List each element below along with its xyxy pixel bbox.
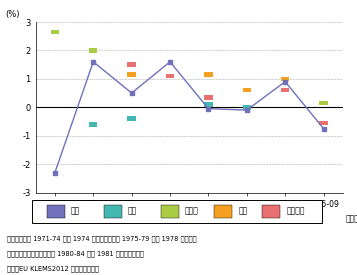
Bar — [166, 74, 174, 78]
Bar — [319, 101, 328, 105]
Bar — [127, 116, 136, 121]
Bar — [104, 205, 121, 218]
Bar — [215, 205, 232, 218]
Text: 英国: 英国 — [238, 207, 248, 216]
Bar — [89, 122, 97, 127]
Bar — [127, 72, 136, 77]
Bar — [204, 72, 213, 77]
Bar — [262, 205, 281, 218]
Bar — [161, 205, 178, 218]
Bar — [204, 95, 213, 100]
Bar — [89, 48, 97, 53]
Bar — [319, 121, 328, 125]
FancyBboxPatch shape — [31, 200, 322, 223]
Text: (%): (%) — [5, 10, 20, 19]
Text: 米国: 米国 — [127, 207, 137, 216]
Text: 資料：EU KLEMS2012 年版より作成。: 資料：EU KLEMS2012 年版より作成。 — [7, 265, 99, 272]
Text: ドイツ: ドイツ — [185, 207, 198, 216]
Text: フランス: フランス — [286, 207, 305, 216]
Bar — [204, 102, 213, 107]
Bar — [46, 205, 65, 218]
Bar — [51, 30, 59, 34]
Text: 英国及びフランスの 1980-84 年は 1981 年からの数字。: 英国及びフランスの 1980-84 年は 1981 年からの数字。 — [7, 250, 144, 257]
Bar — [127, 62, 136, 67]
Text: 日本: 日本 — [71, 207, 80, 216]
Text: 備考：日本の 1971-74 年は 1974 年単年、米国の 1975-79 年は 1978 年から、: 備考：日本の 1971-74 年は 1974 年単年、米国の 1975-79 年… — [7, 235, 197, 242]
Bar — [281, 88, 290, 92]
Bar — [242, 105, 251, 109]
Bar — [166, 74, 174, 78]
Bar — [281, 76, 290, 81]
Bar — [242, 88, 251, 92]
Text: （年）: （年） — [346, 215, 357, 224]
Bar — [319, 121, 328, 125]
